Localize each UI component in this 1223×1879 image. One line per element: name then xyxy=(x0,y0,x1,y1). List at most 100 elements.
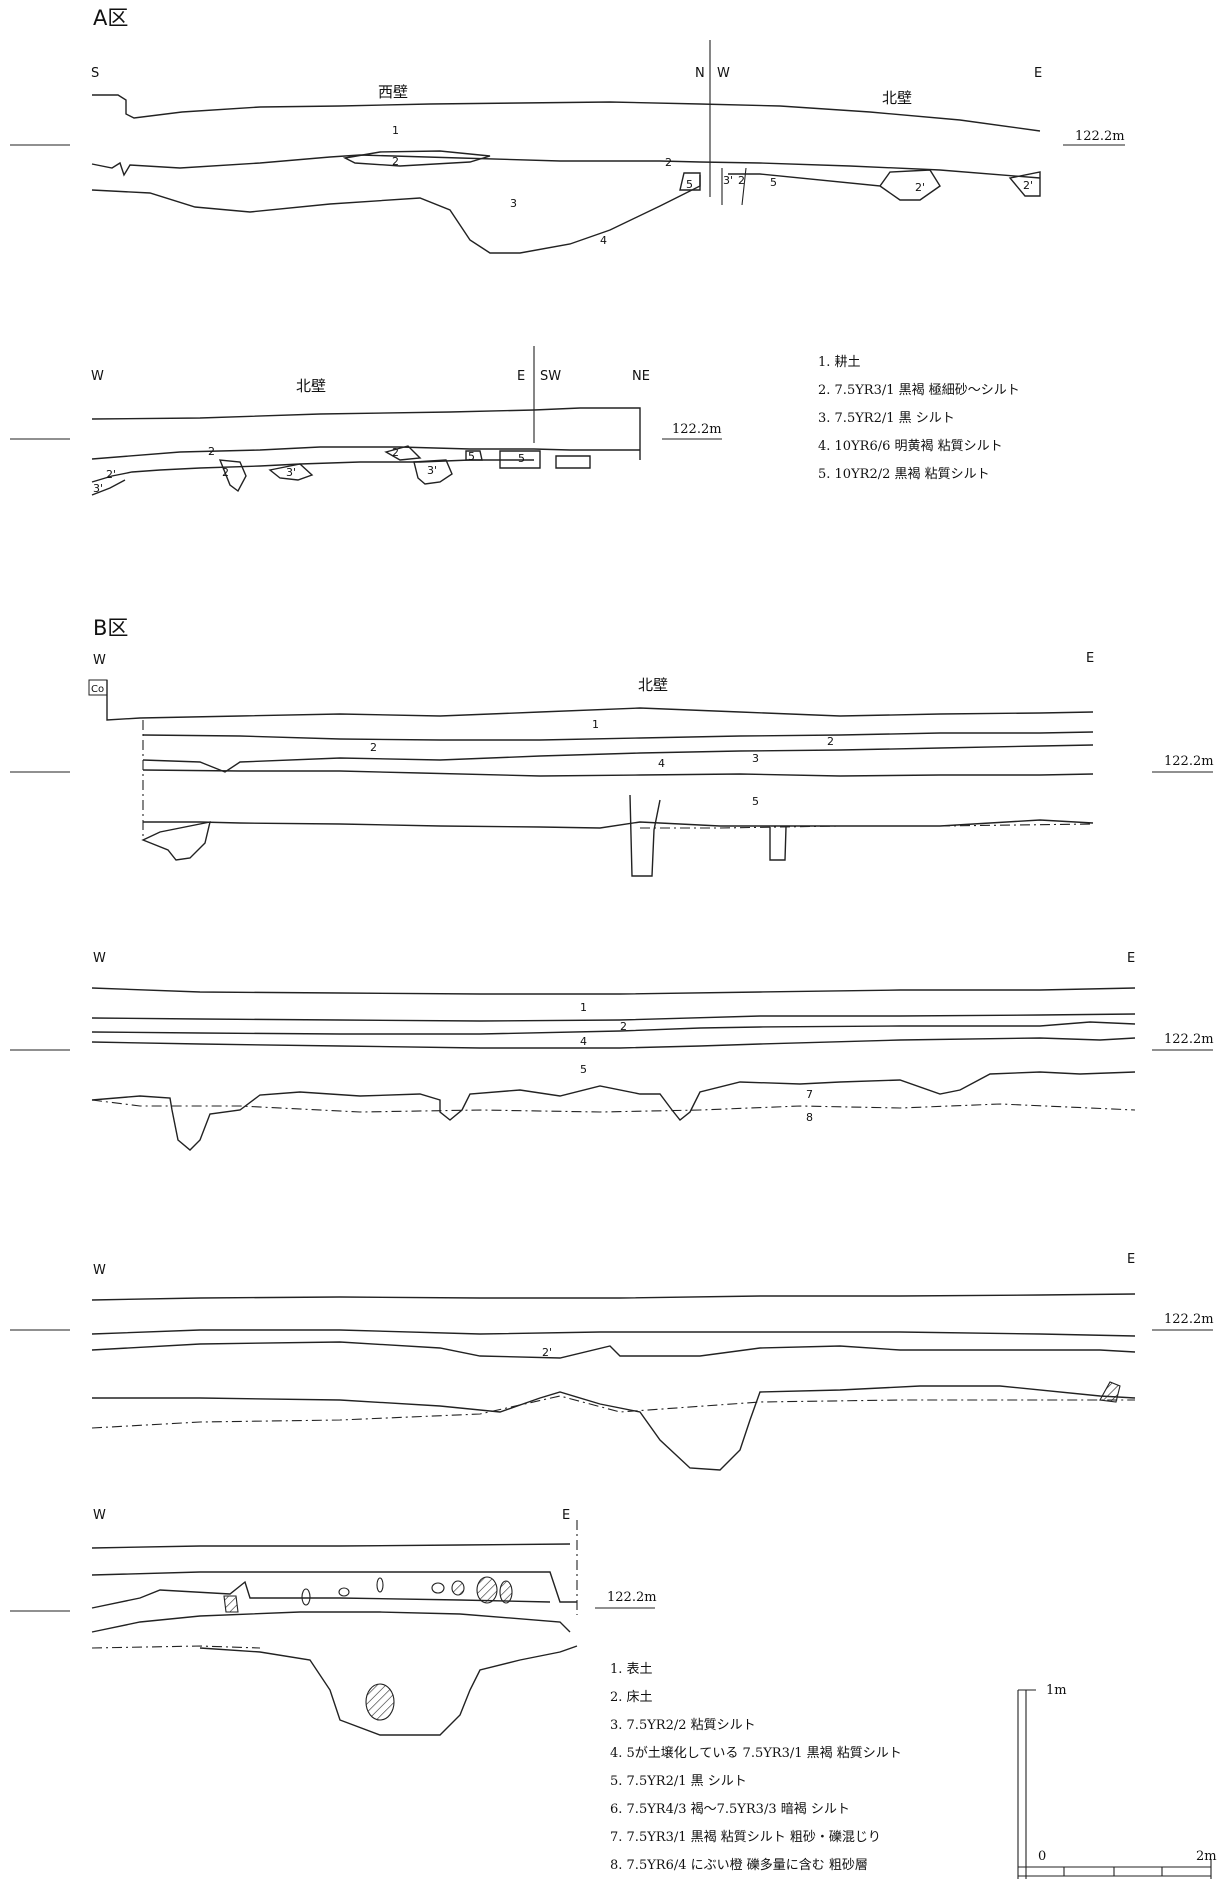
layer-label: 4 xyxy=(658,757,665,770)
dir-w: W xyxy=(93,951,106,966)
elevation-label: 122.2m xyxy=(1075,129,1125,144)
layer-label: 5 xyxy=(770,176,777,189)
layer-2-prime-pit xyxy=(1008,171,1041,197)
layer-boundary-3-4 xyxy=(142,769,1094,777)
layer-2-lens xyxy=(342,150,491,167)
layer-label: 2' xyxy=(915,181,925,194)
ground-surface xyxy=(92,94,1041,132)
layer-label: 8 xyxy=(806,1111,813,1124)
gravel-stone xyxy=(451,1580,465,1596)
section-b-profile-1: W E Co 北壁 122.2m 1 2 2 3 4 5 xyxy=(10,651,1214,877)
layer-boundary-1-2 xyxy=(91,1013,1136,1022)
layer-label: 1 xyxy=(392,124,399,137)
section-a-profile-2: W E SW NE 北壁 122.2m 2 2' 3' 2 3' 3' 2 5 … xyxy=(10,346,722,496)
elevation-label: 122.2m xyxy=(1164,1032,1214,1047)
gravel-stone xyxy=(376,1577,384,1593)
dir-s: S xyxy=(91,66,99,81)
dir-w: W xyxy=(717,66,730,81)
scale-bar-vertical xyxy=(1017,1689,1036,1879)
layer-label: 5 xyxy=(752,795,759,808)
layer-boundary-2-3 xyxy=(142,744,1094,773)
lens-3-prime xyxy=(268,463,314,481)
layer-label: 2 xyxy=(222,466,229,479)
dir-n: N xyxy=(695,66,705,81)
layer-boundary-2-prime xyxy=(91,1341,1136,1359)
dir-e: E xyxy=(1127,951,1135,966)
elevation-label: 122.2m xyxy=(607,1590,657,1605)
scale-label-1m: 1m xyxy=(1046,1683,1067,1698)
ground-surface xyxy=(106,680,1094,721)
scale-bar-ticks xyxy=(1063,1867,1163,1876)
legend-item: 2. 7.5YR3/1 黒褐 極細砂～シルト xyxy=(818,382,1020,398)
gravel-stone xyxy=(476,1576,498,1604)
layer-label: 5 xyxy=(686,178,693,191)
layer-boundary-5-7 xyxy=(91,1071,1136,1151)
gravel-stone xyxy=(499,1580,513,1604)
layer-label: 2' xyxy=(106,468,116,481)
dir-w: W xyxy=(93,653,106,668)
section-a-title: A区 xyxy=(93,6,128,30)
lens-3-prime xyxy=(413,459,453,485)
gravel-stone xyxy=(431,1582,445,1594)
dir-sw: SW xyxy=(540,369,561,384)
layer-label: 4 xyxy=(600,234,607,247)
section-b-title: B区 xyxy=(93,616,128,640)
layer-label: 2 xyxy=(208,445,215,458)
ground-surface xyxy=(91,1543,571,1549)
dir-w: W xyxy=(93,1263,106,1278)
scale-label-0: 0 xyxy=(1038,1849,1046,1864)
layer-boundary-4-5 xyxy=(143,819,1094,829)
legend-item: 5. 10YR2/2 黒褐 粘質シルト xyxy=(818,467,990,482)
gravel-stone xyxy=(223,1595,239,1613)
pit-left xyxy=(141,821,211,861)
layer-3-base xyxy=(91,175,701,254)
layer-label: 2' xyxy=(1023,179,1033,192)
dir-e: E xyxy=(517,369,525,384)
dir-e: E xyxy=(1086,651,1094,666)
box xyxy=(555,455,591,469)
pit-base xyxy=(199,1645,578,1736)
layer-label: 5 xyxy=(518,452,525,465)
section-b-profile-3: W E 122.2m 2' xyxy=(10,1252,1214,1471)
elevation-label: 122.2m xyxy=(1164,754,1214,769)
gravel-stone xyxy=(365,1683,395,1721)
dir-e: E xyxy=(1127,1252,1135,1267)
layer-label: 1 xyxy=(580,1001,587,1014)
box-5 xyxy=(499,450,541,469)
layer-label: 1 xyxy=(592,718,599,731)
layer-label: 5 xyxy=(580,1063,587,1076)
layer-boundary-dashed xyxy=(91,1395,1135,1429)
layer-5-bottom xyxy=(728,169,941,201)
layer-label: 4 xyxy=(580,1035,587,1048)
layer-5-base xyxy=(640,823,1094,829)
layer-boundary-1-2 xyxy=(91,446,640,460)
layer-boundary-2-4 xyxy=(91,1021,1136,1035)
layer-label: 2 xyxy=(392,446,399,459)
layer-boundary-2-3 xyxy=(91,1580,551,1609)
wall-label-north: 北壁 xyxy=(638,676,668,694)
layer-3-base xyxy=(91,479,126,496)
legend-section-b: 1. 表土 2. 床土 3. 7.5YR2/2 粘質シルト 4. 5が土壌化して… xyxy=(610,1662,902,1873)
dir-w: W xyxy=(93,1508,106,1523)
layer-boundary-1-2 xyxy=(142,731,1094,741)
layer-boundary-4-5 xyxy=(91,1037,1136,1049)
layer-label: 3' xyxy=(286,466,296,479)
layer-label: 2 xyxy=(370,741,377,754)
layer-label: 5 xyxy=(468,450,475,463)
layer-label: 3 xyxy=(510,197,517,210)
section-b-profile-4: W E 122.2m xyxy=(10,1508,657,1736)
layer-label: 2 xyxy=(738,174,745,187)
section-a-profile-1: S N W E 西壁 北壁 122.2m 1 2 2 3 4 5 3' 2 5 … xyxy=(10,40,1125,254)
posthole-center xyxy=(629,794,661,877)
layer-label: 2' xyxy=(542,1346,552,1359)
legend-item: 3. 7.5YR2/1 黒 シルト xyxy=(818,411,955,426)
layer-boundary-2-3 xyxy=(91,459,534,483)
layer-label: 2 xyxy=(392,155,399,168)
scale-label-2m: 2m xyxy=(1196,1849,1217,1864)
ground-surface xyxy=(91,407,641,460)
pit xyxy=(218,459,247,493)
layer-boundary-1-2 xyxy=(91,1571,577,1603)
legend-item: 5. 7.5YR2/1 黒 シルト xyxy=(610,1774,747,1789)
layer-boundary-7-8 xyxy=(91,1099,1136,1113)
legend-item: 2. 床土 xyxy=(610,1690,653,1705)
